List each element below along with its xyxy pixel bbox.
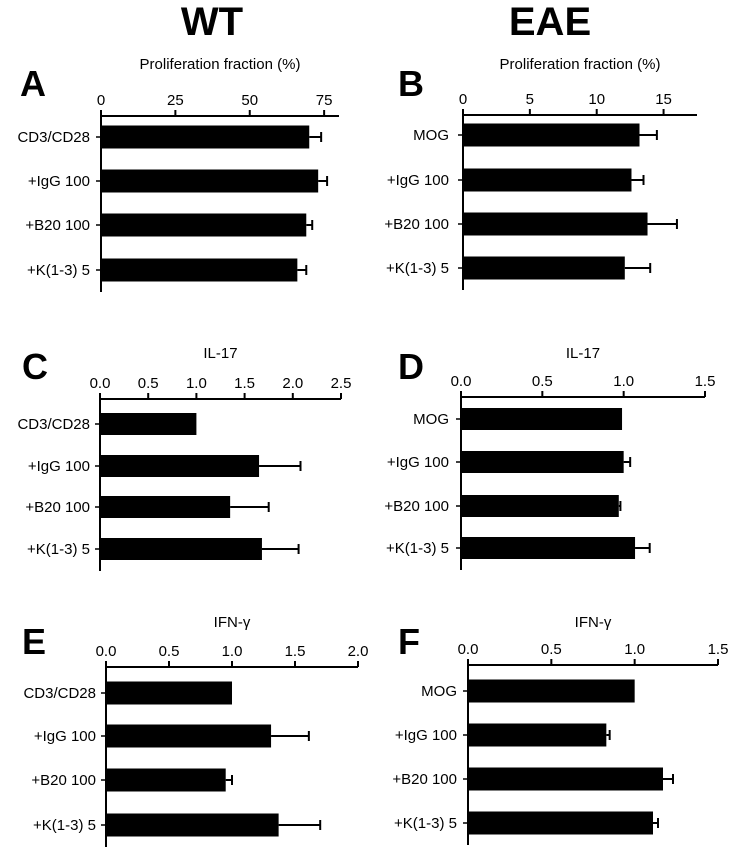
panel-b-bar <box>463 212 648 236</box>
panel-f-tick-label: 1.5 <box>708 641 729 658</box>
panel-a-axis-title: Proliferation fraction (%) <box>140 56 301 73</box>
panel-c-bar <box>100 496 231 518</box>
panel-a-tick-label: 25 <box>167 92 184 109</box>
panel-e-bar <box>106 724 272 748</box>
panel-c-tick-label: 2.5 <box>331 375 352 392</box>
panel-e-tick-label: 2.0 <box>348 643 369 660</box>
panel-e-category-label: +K(1-3) 5 <box>33 817 96 834</box>
panel-b-category-label: +B20 100 <box>384 216 449 233</box>
panel-f-category-label: MOG <box>421 683 457 700</box>
panel-e-bar <box>106 681 232 705</box>
panel-d-bar <box>461 495 619 517</box>
panel-e-category-label: CD3/CD28 <box>23 685 96 702</box>
panel-f-bar <box>468 767 663 791</box>
panel-c-tick-label: 1.5 <box>234 375 255 392</box>
panel-b-tick-label: 15 <box>655 91 672 108</box>
panel-d-tick-label: 1.0 <box>613 373 634 390</box>
column-title-eae: EAE <box>508 0 592 44</box>
panel-e-tick-label: 1.5 <box>285 643 306 660</box>
panel-d-category-label: +B20 100 <box>384 498 449 515</box>
panel-f-category-label: +K(1-3) 5 <box>394 815 457 832</box>
panel-d-bar <box>461 537 636 559</box>
panel-d-category-label: +IgG 100 <box>387 454 449 471</box>
panel-f-label: F <box>398 621 420 662</box>
panel-d-label: D <box>398 346 424 387</box>
panel-c-bar <box>100 455 260 477</box>
panel-f-axis-title: IFN-γ <box>575 614 612 631</box>
panel-a-category-label: +IgG 100 <box>28 173 90 190</box>
panel-e-axis-title: IFN-γ <box>214 614 251 631</box>
panel-d-tick-label: 0.0 <box>451 373 472 390</box>
panel-a-bar <box>101 213 307 237</box>
panel-a-category-label: +K(1-3) 5 <box>27 262 90 279</box>
panel-c-category-label: +IgG 100 <box>28 458 90 475</box>
column-title-wt: WT <box>180 0 244 44</box>
panel-b-tick-label: 0 <box>459 91 467 108</box>
panel-c-category-label: +B20 100 <box>25 499 90 516</box>
panel-c-tick-label: 0.5 <box>138 375 159 392</box>
panel-c-tick-label: 2.0 <box>282 375 303 392</box>
panel-b-axis-title: Proliferation fraction (%) <box>500 56 661 73</box>
panel-d-category-label: +K(1-3) 5 <box>386 540 449 557</box>
panel-c-label: C <box>22 346 48 387</box>
panel-d-tick-label: 0.5 <box>532 373 553 390</box>
panel-e-bar <box>106 768 226 792</box>
panel-a-bar <box>101 125 310 149</box>
panel-e-category-label: +B20 100 <box>31 772 96 789</box>
panel-b-bar <box>463 256 625 280</box>
panel-e-tick-label: 0.0 <box>96 643 117 660</box>
panel-f-tick-label: 1.0 <box>624 641 645 658</box>
panel-c-bar <box>100 413 197 435</box>
panel-a-tick-label: 0 <box>97 92 105 109</box>
panel-c-axis-title: IL-17 <box>203 345 237 362</box>
panel-d-axis-title: IL-17 <box>566 345 600 362</box>
panel-f-bar <box>468 723 607 747</box>
panel-d-bar <box>461 408 623 430</box>
panel-f-bar <box>468 679 635 703</box>
panel-b-tick-label: 5 <box>526 91 534 108</box>
panel-c-category-label: CD3/CD28 <box>17 416 90 433</box>
panel-b-tick-label: 10 <box>588 91 605 108</box>
panel-a-tick-label: 50 <box>241 92 258 109</box>
panel-f-category-label: +IgG 100 <box>395 727 457 744</box>
panel-f-bar <box>468 811 653 835</box>
panel-e-bar <box>106 813 279 837</box>
panel-a-bar <box>101 169 319 193</box>
panel-c-bar <box>100 538 262 560</box>
panel-e-tick-label: 1.0 <box>222 643 243 660</box>
panel-e-tick-label: 0.5 <box>159 643 180 660</box>
panel-c-tick-label: 1.0 <box>186 375 207 392</box>
panel-f-tick-label: 0.5 <box>541 641 562 658</box>
panel-a-tick-label: 75 <box>316 92 333 109</box>
panel-d-bar <box>461 451 624 473</box>
panel-b-category-label: MOG <box>413 127 449 144</box>
panel-a-bar <box>101 258 298 282</box>
panel-e-category-label: +IgG 100 <box>34 728 96 745</box>
panel-d-tick-label: 1.5 <box>695 373 716 390</box>
panel-b-bar <box>463 168 632 192</box>
panel-b-bar <box>463 123 640 147</box>
panel-c-category-label: +K(1-3) 5 <box>27 541 90 558</box>
panel-a-label: A <box>20 63 46 104</box>
panel-b-category-label: +IgG 100 <box>387 172 449 189</box>
panel-f-category-label: +B20 100 <box>392 771 457 788</box>
panel-a-category-label: +B20 100 <box>25 217 90 234</box>
panel-d-category-label: MOG <box>413 411 449 428</box>
panel-b-category-label: +K(1-3) 5 <box>386 260 449 277</box>
panel-e-label: E <box>22 621 46 662</box>
panel-a-category-label: CD3/CD28 <box>17 129 90 146</box>
panel-c-tick-label: 0.0 <box>90 375 111 392</box>
panel-f-tick-label: 0.0 <box>458 641 479 658</box>
panel-b-label: B <box>398 63 424 104</box>
